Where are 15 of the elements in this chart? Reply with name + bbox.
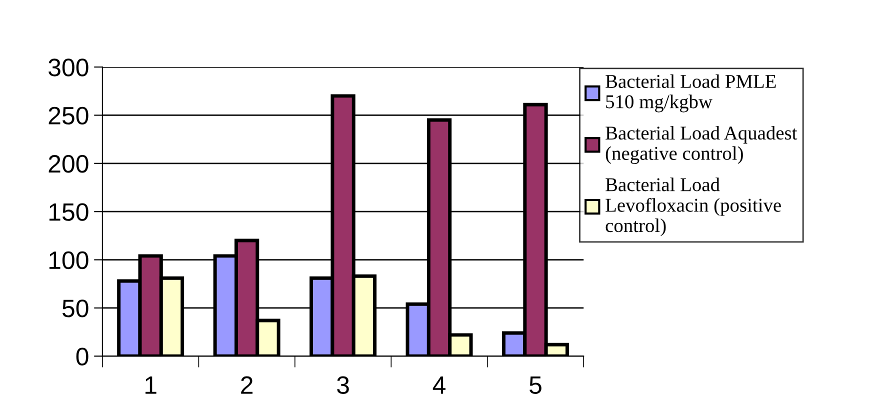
y-tick-label: 50 [62,300,88,318]
y-tick-label: 300 [48,58,88,76]
y-tick-label: 250 [48,106,88,125]
legend-label: Bacterial Load PMLE 510 mg/kgbw [606,74,776,112]
legend-label: Bacterial Load Aquadest (negative control) [606,126,798,164]
x-tick-label: 5 [530,376,542,394]
y-tick-label: 200 [48,155,88,173]
x-tick-label: 4 [432,376,446,394]
y-tick-label: 100 [49,251,88,270]
y-tick-label: 0 [76,348,88,366]
x-tick-label: 3 [337,376,349,394]
y-tick-label: 150 [49,203,88,221]
legend-label: Bacterial Load Levofloxacin (positive control) [606,178,781,236]
x-tick-label: 2 [241,376,253,394]
x-tick-label: 1 [146,376,156,394]
